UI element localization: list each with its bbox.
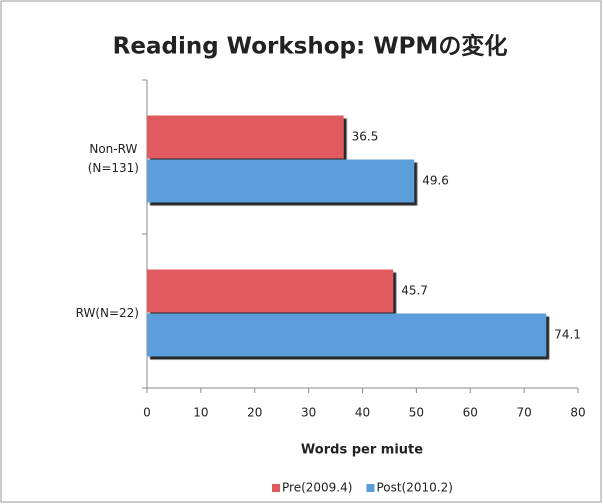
legend-swatch — [272, 484, 280, 492]
legend-swatch — [366, 484, 375, 492]
x-tick-label: 70 — [516, 406, 531, 420]
bar — [147, 269, 394, 313]
x-tick-label: 80 — [570, 406, 585, 420]
x-tick-label: 40 — [355, 406, 370, 420]
bar — [147, 115, 344, 159]
y-tick-label: RW(N=22) — [75, 305, 139, 320]
bar — [147, 159, 415, 203]
chart-title: Reading Workshop: WPMの変化 — [113, 33, 508, 60]
x-tick-label: 60 — [463, 406, 478, 420]
x-tick-label: 10 — [193, 406, 208, 420]
x-tick-label: 30 — [301, 406, 316, 420]
x-axis-label: Words per miute — [301, 443, 423, 458]
x-tick-label: 20 — [247, 406, 262, 420]
x-tick-label: 50 — [409, 406, 424, 420]
y-tick-label: Non-RW (N=131) — [87, 142, 139, 175]
value-label: 74.1 — [554, 328, 581, 342]
value-label: 45.7 — [401, 284, 428, 298]
bar — [147, 313, 547, 357]
legend-label: Post(2010.2) — [376, 481, 452, 495]
legend-label: Pre(2009.4) — [282, 481, 352, 495]
value-label: 36.5 — [352, 130, 379, 144]
x-tick-label: 0 — [143, 406, 151, 420]
value-label: 49.6 — [422, 174, 449, 188]
